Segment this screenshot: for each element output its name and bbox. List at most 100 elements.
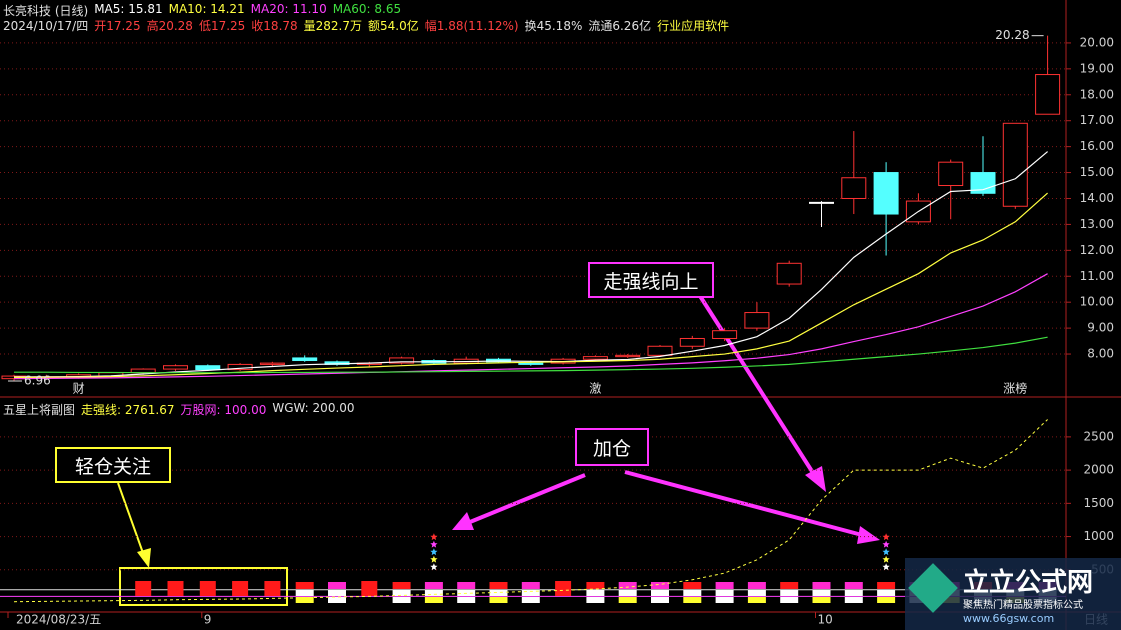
signal-band (521, 590, 540, 596)
signal-light (232, 581, 249, 596)
signal-band (780, 582, 799, 589)
signal-band (683, 582, 702, 589)
y-tick-label: 18.00 (1080, 87, 1114, 101)
y-tick-label: 16.00 (1080, 139, 1114, 153)
signal-band (844, 582, 863, 589)
highlight-box (119, 567, 288, 606)
signal-band (586, 582, 605, 589)
candle-body (712, 330, 738, 339)
legend-text: 行业应用软件 (657, 19, 730, 33)
signal-band (295, 597, 314, 603)
y-tick-label: 20.00 (1080, 35, 1114, 49)
legend-text: MA5: 15.81 (94, 2, 163, 16)
signal-band (844, 590, 863, 596)
signal-band (457, 597, 476, 603)
x-tick-label: 10 (818, 613, 833, 627)
candle-body (873, 172, 899, 215)
signal-light (361, 581, 378, 596)
legend-text: 收18.78 (251, 19, 298, 33)
annotation: 加仓 (575, 428, 649, 466)
signal-band (877, 582, 896, 589)
candle-body (1035, 74, 1061, 115)
signal-band (651, 582, 669, 589)
signal-star (882, 563, 890, 571)
x-tick-label: 2024/08/23/五 (16, 613, 101, 627)
ma-line (14, 151, 1048, 378)
logo-icon (908, 563, 958, 613)
signal-band (392, 597, 411, 603)
signal-star (430, 548, 438, 556)
y-tick-label: 12.00 (1080, 243, 1114, 257)
candle-body (259, 362, 285, 365)
signal-band (844, 597, 863, 603)
y-tick-label: 15.00 (1080, 165, 1114, 179)
signal-star (430, 563, 438, 571)
brand: 立立公式网 (963, 568, 1094, 598)
signal-band (328, 590, 346, 596)
x-tick-label: 9 (204, 613, 212, 627)
signal-band (780, 597, 799, 603)
signal-star (882, 555, 890, 563)
legend-text: 开17.25 (94, 19, 141, 33)
signal-band (424, 590, 443, 596)
signal-light (199, 581, 216, 596)
candle-body (1002, 122, 1028, 207)
legend-text: MA20: 11.10 (250, 2, 327, 16)
candle-body (615, 354, 641, 358)
candle-body (518, 362, 544, 365)
signal-band (392, 582, 411, 589)
signal-band (392, 590, 411, 596)
event-label: 财 (73, 382, 85, 396)
y-tick-label: 1500 (1083, 496, 1114, 510)
signal-light (264, 581, 281, 596)
signal-band (618, 590, 637, 596)
y-tick-label: 19.00 (1080, 61, 1114, 75)
extreme-label: 6.96 (24, 374, 51, 388)
url: www.66gsw.com (963, 612, 1055, 625)
y-tick-label: 9.00 (1087, 321, 1114, 335)
signal-star (430, 540, 438, 548)
slogan: 聚焦热门精品股票指标公式 (963, 600, 1083, 611)
extreme-label: 20.28 (995, 28, 1029, 42)
legend-text: 低17.25 (198, 19, 246, 33)
legend-text: WGW: 200.00 (272, 401, 355, 415)
annotation: 轻仓关注 (55, 447, 171, 483)
strength-line (13, 419, 1048, 603)
signal-star (430, 555, 438, 563)
candle-body (938, 161, 964, 187)
y-tick-label: 2000 (1083, 463, 1114, 477)
candle-body (744, 312, 770, 329)
signal-light (167, 581, 184, 596)
legend-text: MA60: 8.65 (332, 2, 402, 16)
signal-band (489, 590, 508, 596)
signal-band (424, 597, 443, 603)
arrow-yellow (117, 482, 151, 568)
signal-band (651, 590, 669, 596)
candle-body (809, 201, 834, 204)
signal-band (586, 590, 605, 596)
candle-body (163, 365, 188, 370)
signal-band (489, 597, 508, 603)
y-tick-label: 1000 (1083, 529, 1114, 543)
candle-body (679, 337, 705, 347)
event-label: 涨榜 (1003, 381, 1027, 396)
signal-band (424, 582, 443, 589)
signal-band (328, 582, 346, 589)
signal-band (812, 582, 831, 589)
legend-text: MA10: 14.21 (168, 2, 245, 16)
signal-band (747, 582, 766, 589)
y-tick-label: 2500 (1083, 429, 1114, 443)
signal-band (812, 597, 831, 603)
signal-light (555, 581, 572, 596)
signal-band (715, 597, 734, 603)
signal-band (812, 590, 831, 596)
signal-band (295, 582, 314, 589)
signal-band (586, 597, 605, 603)
candle-body (227, 363, 253, 371)
y-tick-label: 8.00 (1087, 347, 1114, 361)
y-tick-label: 14.00 (1080, 191, 1114, 205)
candle-body (647, 345, 673, 356)
candle-body (582, 356, 608, 360)
